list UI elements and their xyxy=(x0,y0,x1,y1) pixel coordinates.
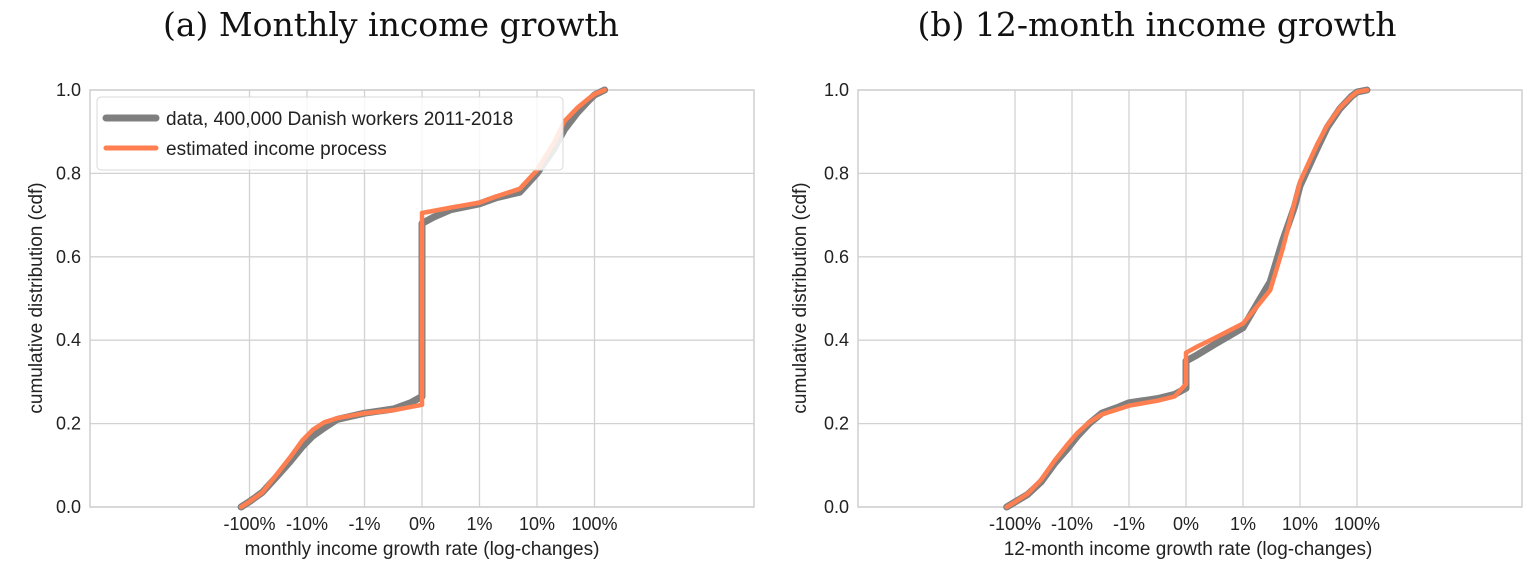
panel-a-y-ticks: 0.0 0.2 0.4 0.6 0.8 1.0 xyxy=(56,80,81,517)
x-tick-label: -10% xyxy=(286,514,328,534)
y-tick-label: 0.4 xyxy=(824,330,849,350)
x-tick-label: -10% xyxy=(1051,514,1093,534)
legend-label-estimated: estimated income process xyxy=(166,139,387,160)
y-tick-label: 0.4 xyxy=(56,330,81,350)
y-tick-label: 0.2 xyxy=(824,414,849,434)
y-tick-label: 0.8 xyxy=(56,163,81,183)
panel-b-series xyxy=(1003,86,1371,511)
panel-b-title: (b) 12-month income growth xyxy=(918,5,1397,44)
panel-a-x-ticks: -100% -10% -1% 0% 1% 10% 100% xyxy=(223,514,617,534)
x-tick-label: -100% xyxy=(989,514,1041,534)
panel-b-y-ticks: 0.0 0.2 0.4 0.6 0.8 1.0 xyxy=(824,80,849,517)
y-tick-label: 1.0 xyxy=(824,80,849,100)
x-tick-label: 10% xyxy=(519,514,555,534)
x-tick-label: 100% xyxy=(1334,514,1380,534)
legend-label-data: data, 400,000 Danish workers 2011-2018 xyxy=(166,109,513,130)
panel-a-monthly: (a) Monthly income growth 0.00.20.40.60.… xyxy=(26,5,755,560)
x-tick-label: 1% xyxy=(466,514,492,534)
legend: data, 400,000 Danish workers 2011-2018 e… xyxy=(96,96,564,171)
panel-a-title: (a) Monthly income growth xyxy=(163,5,619,44)
x-tick-label: 0% xyxy=(409,514,435,534)
y-tick-label: 1.0 xyxy=(56,80,81,100)
y-tick-label: 0.0 xyxy=(56,497,81,517)
y-tick-label: 0.6 xyxy=(56,247,81,267)
x-tick-label: 1% xyxy=(1230,514,1256,534)
x-tick-label: -1% xyxy=(1113,514,1145,534)
panel-b-x-ticks: -100% -10% -1% 0% 1% 10% 100% xyxy=(989,514,1380,534)
panel-b-plot-area xyxy=(858,90,1522,507)
panel-b-frame xyxy=(857,89,1523,508)
panel-b-y-label: cumulative distribution (cdf) xyxy=(790,182,811,413)
x-tick-label: 10% xyxy=(1282,514,1318,534)
panel-a-x-label: monthly income growth rate (log-changes) xyxy=(245,539,600,560)
panel-b-x-label: 12-month income growth rate (log-changes… xyxy=(1004,539,1373,560)
y-tick-label: 0.0 xyxy=(824,497,849,517)
y-tick-label: 0.2 xyxy=(56,414,81,434)
panel-a-y-label: cumulative distribution (cdf) xyxy=(26,182,47,413)
panel-b-12month: (b) 12-month income growth 0.00.20.40.60… xyxy=(790,5,1523,560)
legend-box xyxy=(96,96,564,171)
x-tick-label: -100% xyxy=(223,514,275,534)
series-line-estimated xyxy=(1004,87,1370,510)
x-tick-label: 100% xyxy=(571,514,617,534)
y-tick-label: 0.8 xyxy=(824,163,849,183)
y-tick-label: 0.6 xyxy=(824,247,849,267)
x-tick-label: -1% xyxy=(348,514,380,534)
x-tick-label: 0% xyxy=(1173,514,1199,534)
panel-a-frame xyxy=(89,89,755,508)
